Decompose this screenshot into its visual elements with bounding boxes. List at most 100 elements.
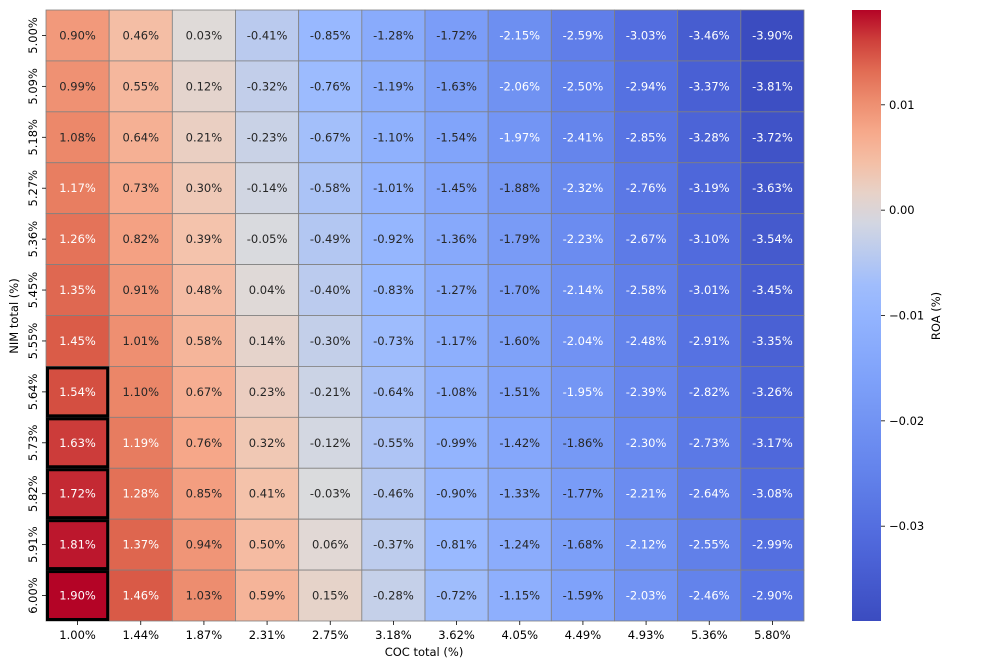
cell-value-label: 1.54% <box>59 385 96 399</box>
heatmap-cell <box>740 467 805 520</box>
heatmap-cell <box>361 264 426 316</box>
heatmap-cell <box>614 467 679 520</box>
y-tick-label: 5.27% <box>26 170 40 207</box>
cell-value-label: 0.39% <box>186 232 223 246</box>
heatmap-cell <box>171 416 236 469</box>
cell-value-label: -1.10% <box>373 130 414 144</box>
cell-value-label: -0.28% <box>373 589 414 603</box>
cell-value-label: -0.40% <box>310 283 351 297</box>
heatmap-cell <box>171 518 236 571</box>
heatmap-cell <box>235 264 300 316</box>
highlight-border <box>46 519 110 571</box>
heatmap-cell <box>740 162 805 215</box>
y-tick-label: 5.36% <box>26 221 40 258</box>
heatmap-cell <box>614 315 679 367</box>
y-tick-label: 5.64% <box>26 374 40 411</box>
heatmap-cell <box>614 162 679 215</box>
heatmap-cell <box>424 162 489 215</box>
x-axis-ticks: 1.00% 1.44% 1.87% 2.31% 2.75% 3.18% 3.62% 4.05%… <box>59 621 791 642</box>
cell-value-label: -3.63% <box>752 181 793 195</box>
x-tick-label: 1.00% <box>59 628 96 642</box>
cell-value-label: -3.03% <box>626 28 667 42</box>
heatmap-cell <box>235 315 300 367</box>
heatmap-cell <box>677 416 742 469</box>
cell-value-label: -3.46% <box>689 28 730 42</box>
cell-value-label: 0.59% <box>249 589 286 603</box>
heatmap-cell <box>487 416 552 469</box>
heatmap-cell <box>171 213 236 265</box>
cell-value-label: -2.58% <box>626 283 667 297</box>
heatmap-cell <box>614 9 679 62</box>
colorbar-gradient <box>852 10 881 621</box>
heatmap-cell <box>677 162 742 215</box>
cell-value-label: 0.12% <box>186 79 223 93</box>
cell-value-label: -3.28% <box>689 130 730 144</box>
heatmap-cell <box>235 162 300 215</box>
y-tick-label: 5.73% <box>26 424 40 461</box>
heatmap-cell <box>677 315 742 367</box>
cell-value-label: 1.90% <box>59 589 96 603</box>
heatmap-cell <box>361 60 426 113</box>
cell-value-label: -0.76% <box>310 79 351 93</box>
cell-value-label: -2.85% <box>626 130 667 144</box>
x-tick-label: 4.93% <box>628 628 665 642</box>
cell-value-label: -2.12% <box>626 538 667 552</box>
heatmap-cell <box>298 366 363 418</box>
cell-value-label: -2.46% <box>689 589 730 603</box>
heatmap-cell <box>740 9 805 62</box>
cell-value-label: -0.99% <box>436 436 477 450</box>
cell-value-label: -2.14% <box>563 283 604 297</box>
cell-value-label: -2.04% <box>563 334 604 348</box>
heatmap-cell <box>171 366 236 418</box>
cell-value-label: -3.26% <box>752 385 793 399</box>
cell-value-label: 1.37% <box>122 538 159 552</box>
cell-value-label: 1.28% <box>122 487 159 501</box>
cell-value-label: 0.76% <box>186 436 223 450</box>
cell-value-label: -0.49% <box>310 232 351 246</box>
cell-value-label: 0.55% <box>122 79 159 93</box>
y-axis-ticks: 5.00% 5.09% 5.18% 5.27% 5.36% 5.45% 5.55% 5.64%… <box>26 17 46 614</box>
heatmap-cell <box>740 416 805 469</box>
colorbar-tick-label: −0.02 <box>889 414 924 428</box>
cell-value-label: -2.50% <box>563 79 604 93</box>
heatmap-cell <box>45 518 110 571</box>
cell-value-label: -3.81% <box>752 79 793 93</box>
cell-value-label: -1.95% <box>563 385 604 399</box>
cell-value-label: 0.15% <box>312 589 349 603</box>
cell-value-label: -1.60% <box>499 334 540 348</box>
cell-value-label: 1.35% <box>59 283 96 297</box>
y-tick-label: 6.00% <box>26 577 40 614</box>
cell-value-label: -1.42% <box>499 436 540 450</box>
cell-value-label: -2.15% <box>499 28 540 42</box>
heatmap-cell <box>487 60 552 113</box>
heatmap-cell <box>298 111 363 164</box>
heatmap-cell <box>424 60 489 113</box>
cell-value-label: -0.81% <box>436 538 477 552</box>
heatmap-cell <box>677 60 742 113</box>
cell-value-label: -2.03% <box>626 589 667 603</box>
cell-value-label: 0.23% <box>249 385 286 399</box>
cell-value-label: -0.73% <box>373 334 414 348</box>
cell-value-label: 0.67% <box>186 385 223 399</box>
heatmap-cell <box>45 9 110 62</box>
heatmap-cell <box>108 162 173 215</box>
cell-value-label: -0.05% <box>247 232 288 246</box>
heatmap-cell <box>235 366 300 418</box>
y-tick-label: 5.09% <box>26 68 40 105</box>
heatmap-cell <box>487 9 552 62</box>
heatmap-cell-labels: 0.90% 0.46% 0.03% -0.41% -0.85% -1.28% -1.72% -… <box>59 28 793 602</box>
heatmap-cell <box>45 111 110 164</box>
colorbar-tick-label: −0.01 <box>889 309 924 323</box>
heatmap-cell <box>487 213 552 265</box>
heatmap-cell <box>677 467 742 520</box>
cell-value-label: -0.67% <box>310 130 351 144</box>
x-tick-label: 3.62% <box>438 628 475 642</box>
heatmap-cell <box>298 467 363 520</box>
cell-value-label: -3.45% <box>752 283 793 297</box>
cell-value-label: -0.30% <box>310 334 351 348</box>
cell-value-label: -1.24% <box>499 538 540 552</box>
cell-value-label: -2.90% <box>752 589 793 603</box>
cell-value-label: -1.68% <box>563 538 604 552</box>
highlight-border <box>46 570 110 621</box>
heatmap-cell <box>108 60 173 113</box>
